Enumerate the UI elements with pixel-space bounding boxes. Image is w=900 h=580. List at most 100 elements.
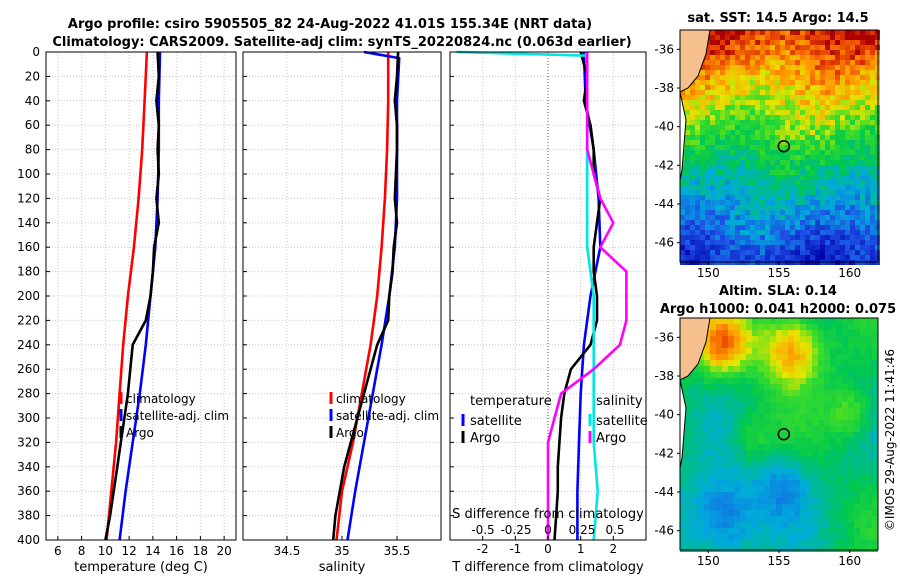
heatmap-cell <box>790 80 795 85</box>
heatmap-cell <box>850 125 855 130</box>
heatmap-cell <box>794 534 800 540</box>
heatmap-cell <box>690 215 695 220</box>
heatmap-cell <box>710 95 715 100</box>
heatmap-cell <box>698 366 704 372</box>
heatmap-cell <box>720 185 725 190</box>
heatmap-cell <box>760 215 765 220</box>
heatmap-cell <box>818 432 824 438</box>
x-axis-label: salinity <box>319 560 366 575</box>
heatmap-cell <box>710 378 716 384</box>
heatmap-cell <box>830 528 836 534</box>
heatmap-cell <box>795 195 800 200</box>
heatmap-cell <box>755 175 760 180</box>
heatmap-cell <box>850 235 855 240</box>
heatmap-cell <box>800 378 806 384</box>
heatmap-cell <box>870 145 875 150</box>
heatmap-cell <box>770 342 776 348</box>
heatmap-cell <box>764 510 770 516</box>
heatmap-cell <box>866 498 872 504</box>
heatmap-cell <box>720 50 725 55</box>
heatmap-cell <box>810 200 815 205</box>
heatmap-cell <box>715 215 720 220</box>
heatmap-cell <box>750 130 755 135</box>
heatmap-cell <box>806 534 812 540</box>
heatmap-cell <box>745 70 750 75</box>
heatmap-cell <box>755 165 760 170</box>
heatmap-cell <box>720 225 725 230</box>
heatmap-cell <box>716 390 722 396</box>
heatmap-cell <box>765 100 770 105</box>
heatmap-cell <box>860 492 866 498</box>
heatmap-cell <box>722 450 728 456</box>
heatmap-cell <box>730 60 735 65</box>
heatmap-cell <box>735 140 740 145</box>
heatmap-cell <box>785 225 790 230</box>
heatmap-cell <box>810 255 815 260</box>
heatmap-cell <box>845 140 850 145</box>
heatmap-cell <box>820 220 825 225</box>
heatmap-cell <box>865 60 870 65</box>
heatmap-cell <box>815 250 820 255</box>
heatmap-cell <box>845 235 850 240</box>
heatmap-cell <box>800 498 806 504</box>
heatmap-cell <box>715 50 720 55</box>
heatmap-cell <box>860 330 866 336</box>
heatmap-cell <box>698 414 704 420</box>
heatmap-cell <box>850 130 855 135</box>
heatmap-cell <box>805 165 810 170</box>
heatmap-cell <box>710 540 716 546</box>
heatmap-cell <box>812 516 818 522</box>
heatmap-cell <box>746 432 752 438</box>
heatmap-cell <box>770 140 775 145</box>
heatmap-cell <box>734 480 740 486</box>
heatmap-cell <box>728 486 734 492</box>
heatmap-cell <box>842 384 848 390</box>
heatmap-cell <box>705 110 710 115</box>
heatmap-cell <box>840 205 845 210</box>
heatmap-cell <box>782 474 788 480</box>
heatmap-cell <box>758 336 764 342</box>
heatmap-cell <box>785 55 790 60</box>
heatmap-cell <box>746 510 752 516</box>
heatmap-cell <box>765 215 770 220</box>
heatmap-cell <box>776 528 782 534</box>
heatmap-cell <box>752 348 758 354</box>
heatmap-cell <box>716 372 722 378</box>
heatmap-cell <box>836 480 842 486</box>
heatmap-cell <box>745 150 750 155</box>
heatmap-cell <box>760 210 765 215</box>
heatmap-cell <box>695 210 700 215</box>
heatmap-cell <box>704 348 710 354</box>
heatmap-cell <box>775 225 780 230</box>
heatmap-cell <box>775 255 780 260</box>
heatmap-cell <box>870 255 875 260</box>
heatmap-cell <box>840 255 845 260</box>
heatmap-cell <box>815 45 820 50</box>
heatmap-cell <box>780 180 785 185</box>
heatmap-cell <box>735 105 740 110</box>
heatmap-cell <box>785 115 790 120</box>
heatmap-cell <box>760 180 765 185</box>
heatmap-cell <box>775 175 780 180</box>
heatmap-cell <box>872 348 878 354</box>
heatmap-cell <box>860 65 865 70</box>
heatmap-cell <box>800 110 805 115</box>
heatmap-cell <box>805 135 810 140</box>
heatmap-cell <box>824 546 830 552</box>
heatmap-cell <box>830 250 835 255</box>
heatmap-cell <box>835 190 840 195</box>
heatmap-cell <box>698 456 704 462</box>
heatmap-cell <box>850 220 855 225</box>
heatmap-cell <box>800 366 806 372</box>
heatmap-cell <box>872 468 878 474</box>
heatmap-cell <box>704 492 710 498</box>
heatmap-cell <box>805 195 810 200</box>
heatmap-cell <box>765 250 770 255</box>
heatmap-cell <box>758 426 764 432</box>
heatmap-cell <box>860 180 865 185</box>
map-y-tick-label: -36 <box>654 330 674 344</box>
heatmap-cell <box>770 40 775 45</box>
heatmap-cell <box>800 462 806 468</box>
heatmap-cell <box>870 90 875 95</box>
heatmap-cell <box>770 390 776 396</box>
